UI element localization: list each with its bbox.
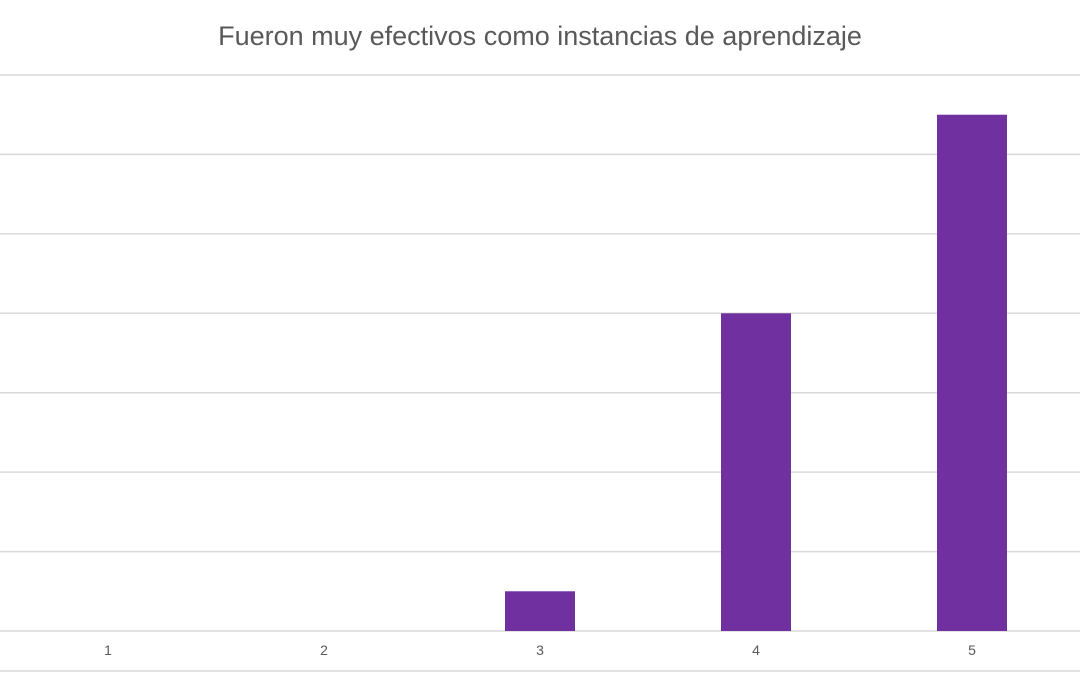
bar-4 [721,313,791,631]
x-tick-2: 2 [320,642,328,658]
x-tick-5: 5 [968,642,976,658]
bars [505,114,1007,631]
bar-5 [937,114,1007,631]
bar-3 [505,591,575,631]
x-tick-1: 1 [104,642,112,658]
x-tick-4: 4 [752,642,760,658]
chart-title: Fueron muy efectivos como instancias de … [218,21,862,51]
x-tick-labels: 1 2 3 4 5 [104,642,976,658]
x-tick-3: 3 [536,642,544,658]
gridlines [0,74,1080,672]
